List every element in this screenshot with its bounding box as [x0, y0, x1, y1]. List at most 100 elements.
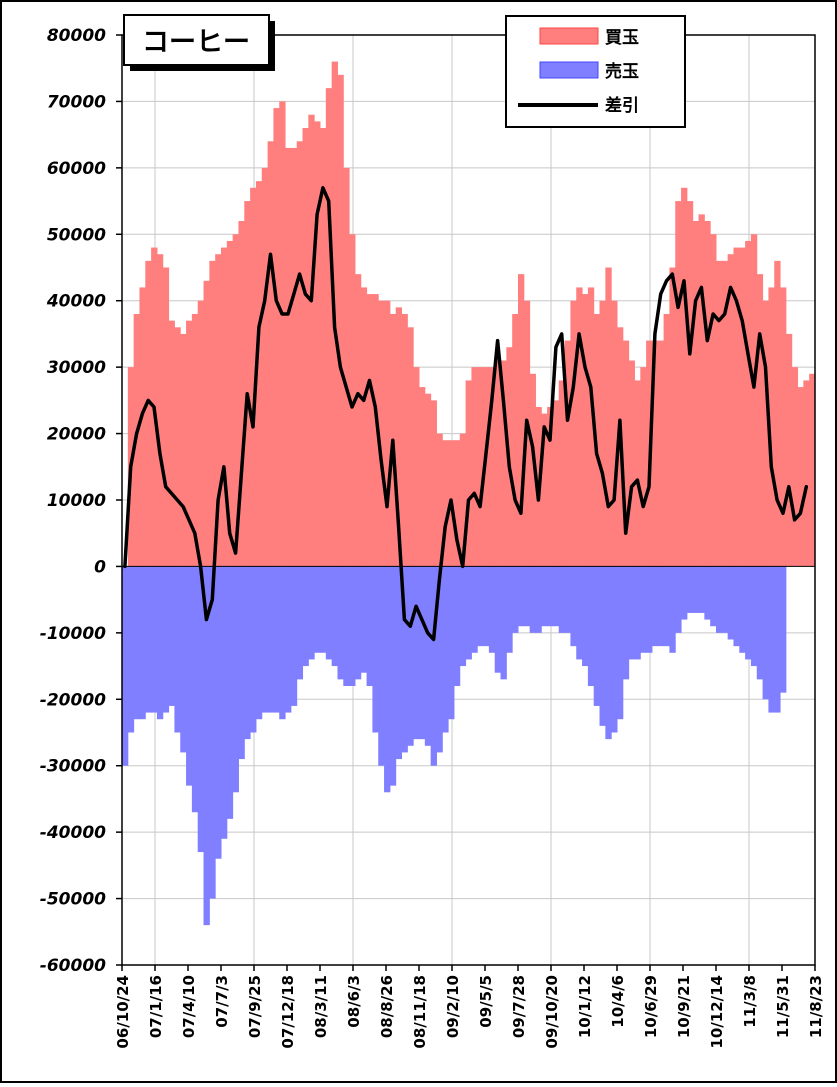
sell-bar: [209, 566, 216, 899]
sell-bar: [704, 566, 711, 620]
sell-bar: [640, 566, 647, 653]
buy-bar: [372, 294, 379, 567]
buy-bar: [797, 387, 804, 567]
buy-bar: [325, 88, 333, 567]
sell-bar: [523, 566, 531, 627]
sell-bar: [564, 566, 571, 633]
sell-bar: [285, 566, 292, 713]
y-tick-label: 0: [94, 557, 106, 577]
y-tick-label: -30000: [40, 757, 106, 777]
buy-bar: [285, 147, 292, 567]
x-tick-label: 08/6/3: [345, 975, 363, 1028]
y-tick-label: 60000: [47, 159, 106, 179]
sell-bar: [127, 566, 135, 733]
x-tick-label: 06/10/24: [114, 975, 132, 1049]
sell-bar: [518, 566, 525, 627]
net-series-line: [123, 186, 809, 642]
y-tick-label: 30000: [47, 358, 106, 378]
buy-bar: [419, 387, 426, 567]
buy-bar: [657, 340, 665, 567]
x-tick-label: 08/8/26: [378, 975, 396, 1038]
buy-bar: [354, 274, 362, 567]
sell-bar: [238, 566, 245, 760]
legend-label-net: 差引: [605, 95, 639, 116]
buy-bar: [232, 234, 239, 567]
buy-bar: [302, 128, 309, 567]
y-tick-label: -20000: [40, 690, 106, 710]
y-tick-label: -60000: [40, 956, 106, 976]
sell-bar: [442, 566, 449, 733]
sell-bar: [273, 566, 280, 713]
sell-bar: [721, 566, 729, 633]
x-tick-label: 07/9/25: [246, 975, 264, 1038]
title-frame: [123, 14, 270, 66]
buy-bar: [576, 287, 583, 567]
sell-bar: [483, 566, 490, 647]
buy-bar: [570, 300, 577, 567]
legend-label-sell: 売玉: [605, 61, 639, 82]
buy-bar: [745, 240, 752, 567]
buy-bar: [716, 260, 723, 567]
buy-bar: [209, 260, 216, 567]
sell-bar: [535, 566, 542, 633]
buy-bar: [547, 407, 554, 567]
sell-bar: [279, 566, 286, 720]
sell-bar: [226, 566, 234, 819]
sell-bar: [156, 566, 164, 720]
sell-bar: [750, 566, 758, 667]
sell-bar: [582, 566, 589, 667]
sell-bar: [628, 566, 635, 660]
chart-title-box: コーヒー: [123, 14, 275, 71]
buy-bar: [809, 373, 816, 567]
sell-bar: [477, 566, 484, 647]
buy-bar: [500, 360, 507, 567]
buy-bar: [465, 380, 472, 567]
sell-bar: [395, 566, 403, 760]
buy-bar: [401, 314, 408, 567]
sell-bar: [139, 566, 146, 720]
buy-bar: [424, 393, 432, 567]
buy-bar: [529, 373, 536, 567]
buy-bar: [710, 234, 717, 567]
buy-bar: [244, 201, 251, 567]
sell-bar: [360, 566, 368, 673]
buy-bar: [162, 267, 170, 567]
buy-bar: [273, 108, 280, 567]
sell-bar: [436, 566, 443, 753]
x-tick-label: 07/4/10: [180, 975, 198, 1038]
buy-bar: [721, 260, 729, 567]
sell-bar: [593, 566, 601, 706]
sell-bar: [133, 566, 140, 720]
sell-bar: [419, 566, 426, 740]
buy-bar: [640, 367, 647, 567]
buy-bar: [337, 74, 344, 567]
buy-bar: [558, 380, 566, 567]
sell-bar: [372, 566, 379, 733]
sell-bar: [587, 566, 595, 686]
sell-bar: [471, 566, 478, 653]
buy-bar: [663, 314, 670, 567]
x-tick-label: 09/7/28: [510, 975, 528, 1038]
buy-bar: [768, 287, 775, 567]
buy-bar: [221, 247, 228, 567]
sell-bar: [710, 566, 717, 627]
buy-bar: [564, 340, 571, 567]
y-tick-label: 70000: [47, 92, 106, 112]
sell-bar: [622, 566, 630, 680]
buy-bar: [488, 367, 496, 567]
buy-bar: [494, 360, 502, 567]
buy-bar: [739, 247, 746, 567]
buy-bar: [681, 187, 688, 567]
y-tick-label: -10000: [40, 624, 106, 644]
sell-bar: [768, 566, 775, 713]
sell-bar: [407, 566, 414, 746]
sell-bar: [500, 566, 507, 680]
sell-bar: [232, 566, 239, 793]
buy-bar: [774, 260, 781, 567]
sell-bar: [197, 566, 205, 853]
sell-bar: [349, 566, 356, 686]
sell-bar: [716, 566, 723, 633]
buy-bar: [692, 221, 700, 567]
buy-bar: [669, 267, 676, 567]
